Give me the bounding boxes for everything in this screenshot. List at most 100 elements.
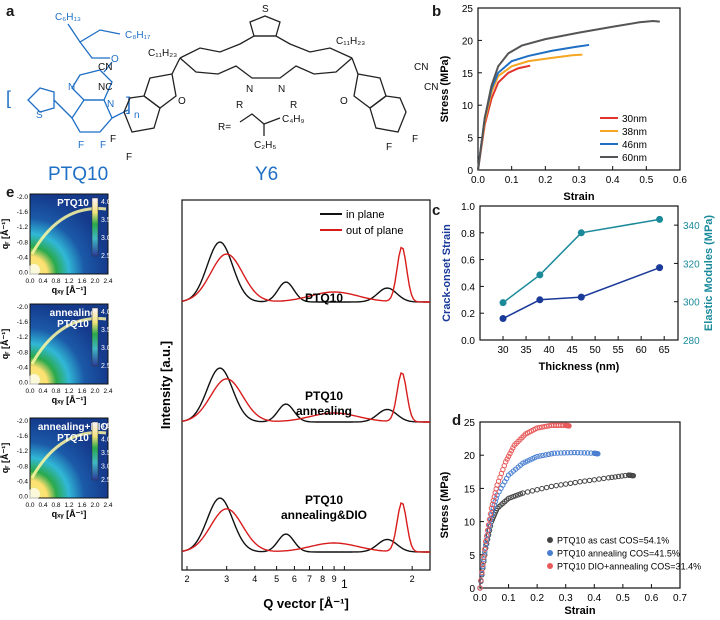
data-point-c bbox=[577, 229, 585, 237]
y-tick-label-right-c: 280 bbox=[683, 336, 700, 347]
scatter-point-d bbox=[548, 483, 555, 490]
legend-marker-d bbox=[547, 563, 553, 569]
y-axis-label-right-c: Elastic Modules (MPa) bbox=[703, 215, 715, 331]
data-point-c bbox=[536, 296, 544, 304]
data-point-c bbox=[499, 315, 507, 323]
svg-text:]: ] bbox=[126, 94, 131, 114]
chart-e: PTQ10 4.0 3.5 3.0 2.5 0.0 0.4 0.8 1.2 1.6 2.0 2.4 -2… bbox=[0, 193, 431, 611]
series-line-c bbox=[502, 218, 660, 304]
y6-cn-left-1: CN bbox=[98, 62, 112, 73]
scatter-point-d bbox=[481, 556, 487, 562]
colorbar bbox=[91, 307, 99, 367]
giwaxs-x-tick-label: 0.8 bbox=[51, 388, 60, 395]
y6-c4h9: C₄H₉ bbox=[282, 114, 305, 125]
giwaxs-x-tick-label: 2.0 bbox=[90, 278, 99, 285]
giwaxs-x-tick-label: 2.0 bbox=[90, 388, 99, 395]
giwaxs-x-tick-label: 1.2 bbox=[64, 388, 73, 395]
x-tick-label-e: 9 bbox=[332, 574, 337, 584]
y-tick-label-d: 10 bbox=[464, 518, 476, 529]
x-tick-label-c: 35 bbox=[520, 345, 532, 356]
y-tick-label-d: 15 bbox=[464, 484, 476, 495]
legend-label-b: 38nm bbox=[622, 127, 647, 138]
y-tick-label-right-c: 300 bbox=[683, 298, 700, 309]
y-tick-label-right-c: 340 bbox=[683, 221, 700, 232]
data-point-c bbox=[536, 271, 544, 279]
profile-annotation-line: PTQ10 bbox=[305, 389, 343, 403]
giwaxs-y-label: qᵣ [Å⁻¹] bbox=[0, 443, 10, 474]
x-tick-label-d: 0.4 bbox=[587, 593, 601, 604]
scatter-point-d bbox=[558, 450, 564, 456]
scatter-point-d bbox=[630, 472, 637, 479]
colorbar-label: 2.5 bbox=[101, 477, 111, 484]
x-tick-label-d: 0.0 bbox=[473, 593, 487, 604]
scatter-point-d bbox=[529, 488, 536, 494]
ptq10-o: O bbox=[111, 54, 119, 65]
x-tick-label-e: 5 bbox=[274, 574, 279, 584]
plot-frame-d bbox=[479, 421, 681, 589]
scatter-point-d bbox=[536, 424, 543, 431]
scatter-point-d bbox=[483, 533, 490, 539]
y6-c11h23-right: C₁₁H₂₃ bbox=[336, 36, 365, 47]
ptq10-n1: N bbox=[68, 82, 75, 93]
y6-n-right: N bbox=[278, 84, 285, 95]
scatter-point-d bbox=[568, 449, 574, 456]
giwaxs-y-tick-label: -1.6 bbox=[17, 433, 29, 440]
x-tick-label-b: 0.6 bbox=[673, 175, 687, 186]
scatter-point-d bbox=[539, 485, 545, 492]
giwaxs-y-tick-label: -0.4 bbox=[17, 254, 29, 261]
profile-annotation-line: PTQ10 bbox=[305, 291, 343, 305]
scatter-point-d bbox=[615, 473, 622, 480]
giwaxs-x-tick-label: 0.8 bbox=[51, 278, 60, 285]
colorbar-label: 4.0 bbox=[101, 437, 111, 444]
profile-annotation-line: annealing&DIO bbox=[281, 508, 367, 522]
giwaxs-x-label: qₓᵧ [Å⁻¹] bbox=[52, 285, 87, 295]
giwaxs-y-tick-label: -1.2 bbox=[17, 224, 29, 231]
scatter-point-d bbox=[584, 450, 591, 456]
scatter-point-d bbox=[601, 475, 607, 482]
y-axis-label-left-c: Crack-onset Strain bbox=[441, 224, 453, 322]
y-tick-label-b: 15 bbox=[462, 69, 474, 80]
y6-o-left: O bbox=[178, 96, 186, 107]
profile-line-in-plane bbox=[181, 241, 431, 303]
y-tick-label-left-c: 0.4 bbox=[461, 282, 475, 293]
panel-label-d: d bbox=[452, 412, 462, 429]
colorbar-label: 4.0 bbox=[101, 199, 111, 206]
giwaxs-x-tick-label: 2.0 bbox=[90, 502, 99, 509]
giwaxs-title-line: PTQ10 bbox=[57, 319, 89, 330]
giwaxs-y-tick-label: -1.2 bbox=[17, 334, 29, 341]
profile-annotation-line: annealing bbox=[296, 404, 352, 418]
giwaxs-x-tick-label: 1.6 bbox=[77, 502, 86, 509]
giwaxs-x-tick-label: 0.0 bbox=[25, 388, 34, 395]
y-tick-label-left-c: 0.0 bbox=[461, 336, 475, 347]
giwaxs-x-label: qₓᵧ [Å⁻¹] bbox=[52, 395, 87, 405]
giwaxs-y-tick-label: -2.0 bbox=[17, 194, 29, 201]
scatter-point-d bbox=[567, 480, 574, 487]
colorbar-label: 2.5 bbox=[101, 363, 111, 370]
scatter-point-d bbox=[582, 478, 588, 484]
data-point-c bbox=[577, 293, 585, 301]
x-tick-label-e: 7 bbox=[307, 574, 312, 584]
x-axis-label-d: Strain bbox=[564, 605, 595, 615]
y6-c11h23-left: C₁₁H₂₃ bbox=[148, 48, 177, 59]
scatter-point-d bbox=[564, 450, 571, 456]
ptq10-n2: N bbox=[107, 99, 114, 110]
panel-b: b 0.0 0.1 0.2 0.3 0.4 0.5 0.6 0 5 10 15 20 25 Strain S… bbox=[430, 0, 720, 205]
x-tick-label-d: 0.6 bbox=[644, 593, 658, 604]
y-tick-label-b: 25 bbox=[462, 4, 474, 15]
scatter-point-d bbox=[595, 451, 601, 457]
data-point-c bbox=[499, 299, 507, 307]
y6-nc-left: NC bbox=[98, 82, 112, 93]
ptq10-s: S bbox=[36, 110, 43, 121]
scatter-point-d bbox=[612, 474, 618, 480]
y-axis-label-d: Stress (MPa) bbox=[439, 471, 451, 538]
giwaxs-y-tick-label: -0.8 bbox=[17, 463, 29, 470]
legend-label-e: in plane bbox=[346, 209, 385, 221]
scatter-point-d bbox=[477, 585, 483, 591]
y6-f-left-1: F bbox=[110, 134, 116, 145]
x-tick-label-e: 4 bbox=[252, 574, 257, 584]
scatter-point-d bbox=[619, 473, 625, 479]
x-axis-label-b: Strain bbox=[563, 191, 594, 203]
x-tick-label-b: 0.0 bbox=[471, 175, 485, 186]
colorbar-label: 4.5 bbox=[101, 423, 111, 430]
scatter-point-d bbox=[485, 522, 492, 528]
